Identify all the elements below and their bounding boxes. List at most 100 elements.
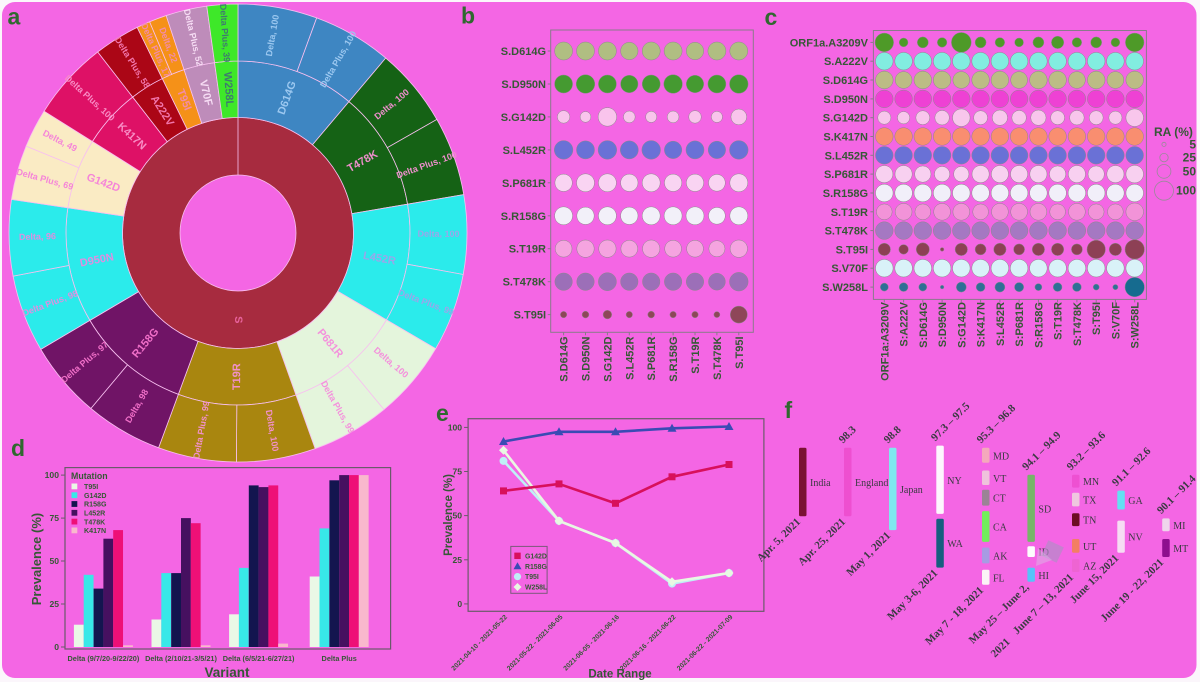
svg-text:S.P681R: S.P681R [502, 178, 546, 190]
svg-text:T478K: T478K [84, 518, 106, 526]
svg-text:S.R158G: S.R158G [501, 211, 546, 223]
svg-text:S: S [232, 316, 244, 323]
svg-text:MN: MN [1083, 477, 1099, 488]
svg-text:S:K417N: S:K417N [976, 302, 988, 347]
svg-text:TN: TN [1083, 516, 1096, 527]
svg-text:S:L452R: S:L452R [995, 302, 1007, 346]
svg-text:Delta Plus: Delta Plus [322, 654, 357, 663]
svg-text:S.T19R: S.T19R [690, 336, 702, 373]
svg-text:S.P681R: S.P681R [646, 336, 658, 380]
svg-text:AK: AK [993, 552, 1008, 563]
svg-text:S:D614G: S:D614G [918, 302, 930, 348]
svg-text:HI: HI [1038, 571, 1049, 582]
svg-text:25: 25 [1183, 151, 1197, 165]
svg-text:S.D614G: S.D614G [501, 46, 546, 58]
svg-text:25: 25 [453, 555, 463, 565]
svg-text:Delta (9/7/20-9/22/20): Delta (9/7/20-9/22/20) [68, 654, 140, 663]
svg-text:Delta, 100: Delta, 100 [417, 229, 459, 239]
svg-text:S:G142D: S:G142D [956, 302, 968, 348]
svg-text:75: 75 [49, 513, 59, 523]
svg-text:S.L452R: S.L452R [624, 336, 636, 379]
svg-text:S.G142D: S.G142D [602, 336, 614, 381]
svg-text:50: 50 [49, 556, 59, 566]
svg-text:S.L452R: S.L452R [825, 150, 868, 162]
svg-text:Delta (2/10/21-3/5/21): Delta (2/10/21-3/5/21) [145, 654, 217, 663]
svg-text:Japan: Japan [900, 485, 923, 496]
svg-text:S.T19R: S.T19R [509, 244, 546, 256]
svg-text:India: India [810, 478, 831, 489]
svg-text:Mutation: Mutation [71, 471, 108, 481]
svg-text:S.T95I: S.T95I [514, 310, 546, 322]
svg-text:0: 0 [54, 642, 59, 652]
svg-text:S.D614G: S.D614G [559, 337, 571, 382]
svg-text:V70F: V70F [197, 79, 215, 108]
svg-text:UT: UT [1083, 542, 1096, 553]
svg-text:S.V70F: S.V70F [831, 263, 868, 275]
svg-text:a: a [8, 4, 21, 30]
svg-text:Delta, 96: Delta, 96 [19, 231, 56, 242]
svg-text:S:T95I: S:T95I [1091, 302, 1103, 335]
svg-text:S.T478K: S.T478K [503, 277, 546, 289]
svg-text:S:P681R: S:P681R [1014, 302, 1026, 347]
svg-text:S.T478K: S.T478K [825, 226, 868, 238]
svg-text:50: 50 [1183, 164, 1197, 178]
svg-text:S.W258L: S.W258L [822, 282, 868, 294]
svg-text:Variant: Variant [204, 665, 250, 680]
svg-text:S.D950N: S.D950N [501, 79, 546, 91]
svg-text:CT: CT [993, 494, 1006, 505]
svg-text:R158G: R158G [525, 564, 547, 571]
svg-text:75: 75 [453, 467, 463, 477]
svg-text:S:D950N: S:D950N [937, 302, 949, 347]
svg-text:S.D950N: S.D950N [823, 94, 868, 106]
svg-text:Prevalence (%): Prevalence (%) [29, 513, 44, 606]
svg-text:FL: FL [993, 573, 1005, 584]
svg-text:S:A222V: S:A222V [899, 301, 911, 346]
svg-text:ORF1a.A3209V: ORF1a.A3209V [790, 37, 869, 49]
svg-text:S:W258L: S:W258L [1130, 302, 1142, 349]
svg-text:MT: MT [1173, 544, 1188, 555]
svg-text:d: d [11, 435, 25, 461]
svg-text:100: 100 [1176, 184, 1196, 198]
svg-text:VT: VT [993, 474, 1006, 485]
svg-text:TX: TX [1083, 496, 1097, 507]
svg-text:Delta Plus, 39: Delta Plus, 39 [218, 3, 232, 62]
svg-text:S.T478K: S.T478K [712, 336, 724, 379]
svg-text:0: 0 [457, 599, 462, 609]
svg-text:5: 5 [1189, 137, 1196, 151]
svg-text:Prevalence (%): Prevalence (%) [443, 474, 455, 556]
svg-text:Delta (6/5/21-6/27/21): Delta (6/5/21-6/27/21) [223, 654, 295, 663]
svg-text:S.T95I: S.T95I [836, 244, 868, 256]
svg-text:G142D: G142D [84, 492, 106, 500]
svg-text:S.A222V: S.A222V [824, 56, 869, 68]
svg-text:S.T19R: S.T19R [831, 207, 868, 219]
svg-text:S.D614G: S.D614G [823, 75, 868, 87]
svg-text:England: England [855, 478, 888, 489]
svg-text:S.R158G: S.R158G [668, 337, 680, 382]
svg-text:S.G142D: S.G142D [823, 113, 868, 125]
svg-text:GA: GA [1128, 496, 1143, 507]
svg-text:S:T19R: S:T19R [1053, 302, 1065, 340]
svg-text:W258L: W258L [525, 585, 547, 592]
svg-text:NY: NY [947, 476, 961, 487]
svg-text:S.G142D: S.G142D [501, 112, 546, 124]
svg-text:ORF1a:A3209V: ORF1a:A3209V [879, 301, 891, 381]
svg-text:S.P681R: S.P681R [824, 169, 868, 181]
svg-text:50: 50 [453, 511, 463, 521]
svg-text:G142D: G142D [525, 553, 547, 560]
svg-text:T95I: T95I [84, 483, 98, 491]
svg-text:Date Range: Date Range [588, 669, 651, 681]
svg-text:CA: CA [993, 523, 1008, 534]
svg-text:NV: NV [1128, 533, 1143, 544]
svg-text:K417N: K417N [84, 527, 106, 535]
svg-text:R158G: R158G [84, 501, 107, 509]
svg-text:L452R: L452R [362, 250, 397, 268]
svg-text:e: e [436, 400, 449, 426]
svg-text:S:R158G: S:R158G [1033, 302, 1045, 348]
svg-text:f: f [785, 397, 793, 423]
svg-text:L452R: L452R [84, 510, 105, 518]
svg-text:RA (%): RA (%) [1154, 125, 1193, 139]
svg-text:b: b [461, 3, 475, 29]
svg-text:MD: MD [993, 451, 1009, 462]
svg-text:S.L452R: S.L452R [503, 145, 546, 157]
svg-text:S.D950N: S.D950N [581, 336, 593, 381]
